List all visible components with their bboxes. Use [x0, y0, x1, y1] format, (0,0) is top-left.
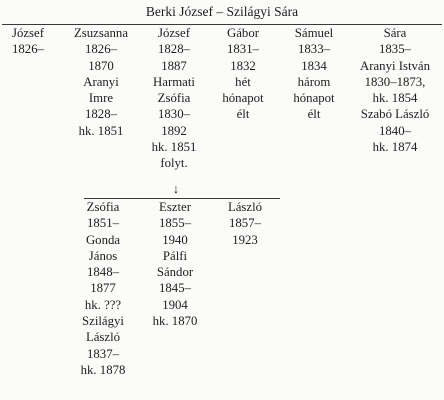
person-column-laszlo: László 1857– 1923: [210, 199, 280, 248]
person-line: László: [227, 200, 263, 214]
person-line: Gábor: [227, 26, 259, 40]
person-line: 1857–: [229, 216, 261, 231]
person-column-samuel: Sámuel 1833– 1834 három hónapot élt: [278, 25, 350, 123]
person-line: Sámuel: [294, 26, 334, 40]
person-line: 1870: [88, 58, 114, 73]
person-line: hk. 1851: [151, 140, 197, 155]
person-line: 1832: [230, 58, 256, 73]
person-column-gabor: Gábor 1831– 1832 hét hónapot élt: [208, 25, 278, 123]
continuation-arrow: ↓: [172, 182, 180, 196]
person-column-jozsef-jr: József 1828– 1887 Harmati Zsófia 1830– 1892 hk.…: [138, 25, 210, 172]
person-line: 1887: [161, 58, 187, 73]
person-line: Zsófia: [157, 91, 191, 106]
person-line: 1923: [232, 232, 258, 247]
person-line: Harmati: [153, 74, 195, 89]
person-line: 1877: [90, 281, 116, 296]
person-line: Zsófia: [86, 200, 120, 214]
person-column-sara: Sára 1835– Aranyi István 1830–1873, hk. 1854…: [346, 25, 444, 155]
person-line: hk. 1874: [372, 140, 418, 155]
person-line: hk. ???: [84, 297, 122, 312]
person-line: 1831–: [227, 42, 259, 57]
person-line: hónapot: [222, 91, 264, 106]
person-line: Eszter: [159, 200, 191, 214]
person-column-zsuzsanna: Zsuzsanna 1826– 1870 Aranyi Imre 1828– hk. 185…: [60, 25, 142, 139]
person-line: 1851–: [87, 216, 119, 231]
person-line: 1826–: [12, 42, 44, 57]
person-line: 1828–: [85, 107, 117, 122]
person-line: Szilágyi: [82, 314, 124, 329]
person-line: Zsuzsanna: [73, 26, 128, 40]
person-line: Imre: [88, 91, 114, 106]
person-line: 1828–: [158, 42, 190, 57]
person-line: három: [297, 74, 331, 89]
person-line: 1837–: [87, 346, 119, 361]
person-line: 1830–1873,: [364, 74, 426, 89]
person-line: 1826–: [85, 42, 117, 57]
person-line: Sára: [383, 26, 407, 40]
person-line: 1833–: [298, 42, 330, 57]
person-line: 1940: [162, 232, 188, 247]
person-line: 1848–: [87, 265, 119, 280]
person-line: Sándor: [156, 265, 194, 280]
person-column-jozsef-sr: József 1826–: [12, 25, 44, 58]
person-line: hk. 1854: [372, 91, 418, 106]
person-line: élt: [307, 107, 321, 122]
person-column-zsofia: Zsófia 1851– Gonda János 1848– 1877 hk. ??? Szi…: [68, 199, 138, 378]
person-line: Aranyi István: [359, 58, 430, 73]
person-line: hét: [235, 74, 251, 89]
person-column-eszter: Eszter 1855– 1940 Pálfi Sándor 1845– 1904 hk. 1…: [140, 199, 210, 329]
person-line: 1855–: [159, 216, 191, 231]
person-line: élt: [236, 107, 250, 122]
person-line: 1834: [301, 58, 327, 73]
person-line: 1845–: [159, 281, 191, 296]
person-line: 1892: [161, 123, 187, 138]
person-line: Gonda: [85, 232, 121, 247]
person-line: János: [88, 248, 118, 263]
title-divider: [2, 24, 442, 25]
person-line: 1830–: [158, 107, 190, 122]
family-title: Berki József – Szilágyi Sára: [145, 4, 299, 19]
person-line: folyt.: [160, 156, 188, 171]
person-line: József: [158, 26, 190, 40]
person-line: Aranyi: [83, 74, 119, 89]
person-line: 1904: [162, 297, 188, 312]
person-line: 1835–: [379, 42, 411, 57]
person-line: hónapot: [293, 91, 335, 106]
children-divider: [84, 198, 280, 199]
person-line: Szabó László: [360, 107, 430, 122]
person-line: László: [85, 330, 121, 345]
person-line: hk. 1851: [78, 123, 124, 138]
person-line: hk. 1870: [152, 314, 198, 329]
person-line: Pálfi: [162, 248, 188, 263]
person-line: József: [12, 26, 44, 40]
person-line: 1840–: [379, 123, 411, 138]
person-line: hk. 1878: [80, 362, 126, 377]
